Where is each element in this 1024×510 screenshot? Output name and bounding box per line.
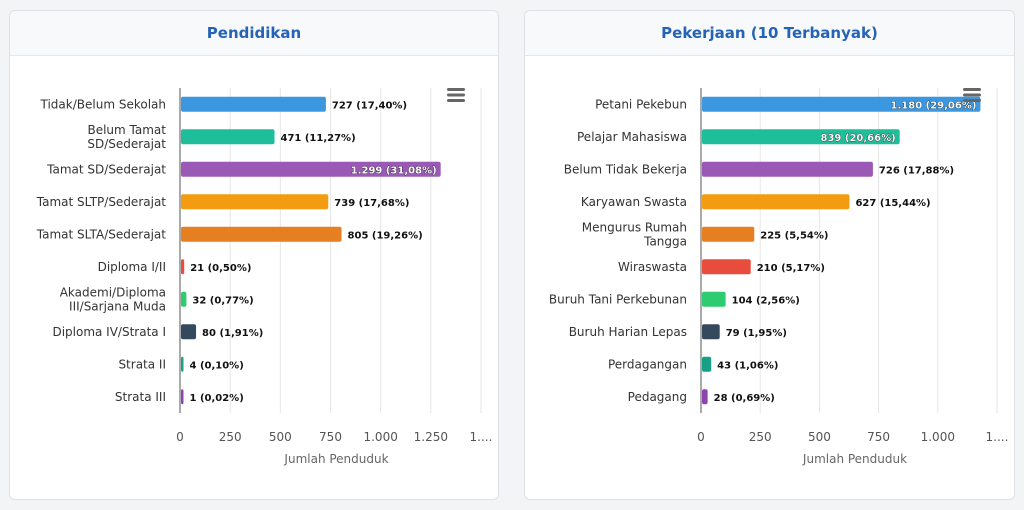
- bar: [181, 259, 185, 275]
- x-tick-label: 250: [749, 430, 772, 444]
- x-tick-label: 500: [808, 430, 831, 444]
- category-label: Diploma I/II: [98, 260, 166, 274]
- category-label: Buruh Tani Perkebunan: [549, 292, 687, 306]
- data-label: 43 (1,06%): [717, 360, 778, 371]
- data-label: 28 (0,69%): [714, 393, 775, 404]
- x-tick-label: 0: [697, 430, 705, 444]
- x-tick-label: 1....: [986, 430, 1009, 444]
- category-label: Karyawan Swasta: [581, 195, 687, 209]
- data-label: 1.299 (31,08%): [351, 165, 437, 176]
- education-chart-card: Pendidikan 0 250 500 750 1.000 1.250 1.... Tida…: [9, 10, 499, 500]
- bar: [181, 129, 275, 145]
- category-label: Akademi/Diploma III/Sarjana Muda: [60, 285, 166, 313]
- bar: [702, 96, 981, 112]
- category-label: Strata II: [118, 357, 166, 371]
- category-label: Strata III: [115, 390, 166, 404]
- data-label: 1 (0,02%): [190, 393, 244, 404]
- data-label: 80 (1,91%): [202, 328, 263, 339]
- occupation-card-header: Pekerjaan (10 Terbanyak): [525, 11, 1014, 56]
- education-card-header: Pendidikan: [10, 11, 498, 56]
- category-label: Tamat SLTA/Sederajat: [36, 227, 167, 241]
- bar: [702, 389, 708, 405]
- category-label: Diploma IV/Strata I: [52, 325, 166, 339]
- data-label: 1.180 (29,06%): [891, 100, 977, 111]
- data-label: 32 (0,77%): [192, 295, 253, 306]
- category-label: Tamat SD/Sederajat: [46, 162, 166, 176]
- x-axis-title: Jumlah Penduduk: [283, 452, 388, 466]
- data-label: 839 (20,66%): [821, 133, 896, 144]
- data-label: 21 (0,50%): [190, 263, 251, 274]
- data-label: 4 (0,10%): [190, 360, 244, 371]
- category-label: Belum Tamat SD/Sederajat: [87, 123, 166, 151]
- bar: [181, 96, 326, 112]
- x-tick-label: 1....: [470, 430, 493, 444]
- bar: [702, 226, 755, 242]
- category-label: Belum Tidak Bekerja: [564, 162, 687, 176]
- data-label: 805 (19,26%): [348, 230, 423, 241]
- x-tick-label: 750: [319, 430, 342, 444]
- education-chart-title: Pendidikan: [206, 24, 302, 42]
- x-tick-label: 750: [867, 430, 890, 444]
- hamburger-menu-icon[interactable]: [962, 87, 982, 103]
- category-label: Buruh Harian Lepas: [569, 325, 687, 339]
- bar: [181, 291, 187, 307]
- x-tick-label: 250: [219, 430, 242, 444]
- occupation-chart-title: Pekerjaan (10 Terbanyak): [661, 24, 878, 42]
- bar: [181, 389, 184, 405]
- occupation-bar-chart: 0 250 500 750 1.000 1.... Petani Pekebun 1.180 …: [549, 88, 1009, 466]
- category-label: Wiraswasta: [618, 260, 687, 274]
- bar: [181, 324, 197, 340]
- category-label: Tamat SLTP/Sederajat: [36, 195, 166, 209]
- bar: [702, 259, 751, 275]
- bar: [702, 129, 900, 145]
- data-label: 210 (5,17%): [757, 263, 825, 274]
- bar: [181, 194, 329, 210]
- bar: [702, 291, 726, 307]
- category-label: Tidak/Belum Sekolah: [40, 97, 166, 111]
- x-tick-label: 500: [269, 430, 292, 444]
- x-tick-label: 1.000: [921, 430, 955, 444]
- hamburger-menu-icon[interactable]: [446, 87, 466, 103]
- bar: [181, 226, 342, 242]
- category-label: Pedagang: [628, 390, 687, 404]
- data-label: 471 (11,27%): [281, 133, 356, 144]
- category-label: Mengurus Rumah Tangga: [582, 220, 687, 248]
- x-tick-label: 0: [176, 430, 184, 444]
- category-label: Pelajar Mahasiswa: [577, 130, 687, 144]
- category-label: Perdagangan: [608, 357, 687, 371]
- occupation-chart-card: Pekerjaan (10 Terbanyak) 0 250 500 750 1.000…: [524, 10, 1015, 500]
- bar: [181, 356, 184, 372]
- data-label: 104 (2,56%): [732, 295, 800, 306]
- data-label: 739 (17,68%): [334, 198, 409, 209]
- data-label: 727 (17,40%): [332, 100, 407, 111]
- bar: [702, 324, 720, 340]
- data-label: 627 (15,44%): [855, 198, 930, 209]
- bar: [702, 356, 712, 372]
- x-tick-label: 1.250: [414, 430, 448, 444]
- data-label: 726 (17,88%): [879, 165, 954, 176]
- x-axis-title: Jumlah Penduduk: [802, 452, 907, 466]
- data-label: 79 (1,95%): [726, 328, 787, 339]
- education-bar-chart: 0 250 500 750 1.000 1.250 1.... Tidak/Belum Sek…: [36, 88, 493, 466]
- bar: [702, 194, 850, 210]
- x-tick-label: 1.000: [363, 430, 397, 444]
- category-label: Petani Pekebun: [595, 97, 687, 111]
- bar: [181, 161, 441, 177]
- data-label: 225 (5,54%): [760, 230, 828, 241]
- bar: [702, 161, 873, 177]
